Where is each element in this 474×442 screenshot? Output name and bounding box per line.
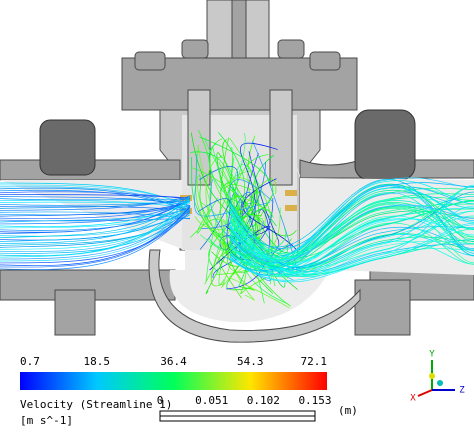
axis-y: Y [429, 350, 435, 360]
streamline [0, 199, 191, 258]
streamline [252, 154, 288, 253]
streamline [229, 187, 474, 272]
streamline [0, 201, 191, 228]
streamline [0, 195, 191, 211]
legend-unit: [m s^-1] [20, 414, 73, 427]
legend-title: Velocity (Streamline 1) [20, 398, 172, 411]
streamline [0, 205, 191, 260]
streamline [229, 180, 474, 267]
scale-bar: 0 0.051 0.102 0.153 (m) [157, 394, 358, 422]
legend-tick-label: 36.4 [160, 355, 187, 368]
streamline [240, 142, 278, 233]
streamline [229, 187, 474, 259]
streamline [229, 215, 474, 277]
streamline [229, 222, 474, 276]
streamline [229, 237, 474, 277]
streamline [222, 171, 256, 286]
streamline [0, 196, 191, 244]
streamline [0, 208, 191, 270]
legend: 0.7 18.5 36.4 54.3 72.1 Velocity (Streamline… [20, 355, 327, 427]
streamline [0, 194, 191, 199]
legend-tick-label: 0.7 [20, 355, 40, 368]
streamline [0, 214, 191, 246]
streamline [229, 227, 474, 272]
streamline [242, 178, 300, 253]
streamline [0, 206, 191, 252]
streamline [0, 196, 191, 257]
streamline [199, 136, 274, 223]
scale-tick-label: 0 [157, 394, 164, 407]
streamline [229, 203, 474, 258]
scale-tick-label: 0.102 [247, 394, 280, 407]
streamline [0, 206, 191, 231]
streamline [229, 206, 474, 267]
streamline [0, 196, 191, 206]
axis-triad: Y X Z [410, 350, 465, 404]
streamline [229, 200, 474, 261]
streamline [229, 204, 474, 263]
streamline [0, 211, 191, 237]
color-bar [20, 372, 327, 390]
streamline [0, 201, 191, 219]
scale-tick-label: 0.153 [298, 394, 331, 407]
streamline [0, 207, 191, 268]
streamline [0, 195, 191, 235]
streamline [0, 201, 191, 205]
legend-tick-label: 72.1 [301, 355, 328, 368]
streamline [194, 154, 270, 217]
streamline [229, 208, 474, 263]
streamline [0, 198, 191, 201]
axis-z: Z [459, 386, 465, 396]
streamline [0, 187, 191, 212]
streamline [0, 210, 191, 248]
axis-x: X [410, 394, 416, 404]
streamline [229, 210, 474, 267]
streamline [190, 156, 250, 259]
streamline [229, 218, 474, 270]
streamline [229, 182, 474, 272]
streamline [220, 137, 255, 291]
scale-tick-label: 0.051 [195, 394, 228, 407]
streamline [0, 200, 191, 206]
streamline [196, 144, 238, 249]
streamline [0, 201, 191, 217]
streamline [229, 209, 474, 274]
legend-tick-label: 54.3 [237, 355, 264, 368]
streamline [229, 201, 474, 273]
streamline [229, 226, 474, 269]
streamline [229, 222, 474, 281]
legend-tick-label: 18.5 [84, 355, 111, 368]
streamline [208, 143, 260, 204]
streamline [229, 228, 474, 278]
streamline [229, 192, 474, 276]
streamline [195, 175, 281, 258]
streamline [190, 218, 225, 285]
streamline [205, 195, 247, 294]
streamline [201, 191, 253, 229]
streamline [226, 214, 256, 291]
streamline [0, 206, 191, 266]
streamline [209, 225, 271, 271]
streamline [197, 198, 254, 261]
streamline [0, 198, 191, 209]
streamlines [0, 129, 474, 309]
streamline [0, 208, 191, 223]
scale-unit: (m) [338, 404, 358, 417]
streamline [0, 211, 191, 220]
